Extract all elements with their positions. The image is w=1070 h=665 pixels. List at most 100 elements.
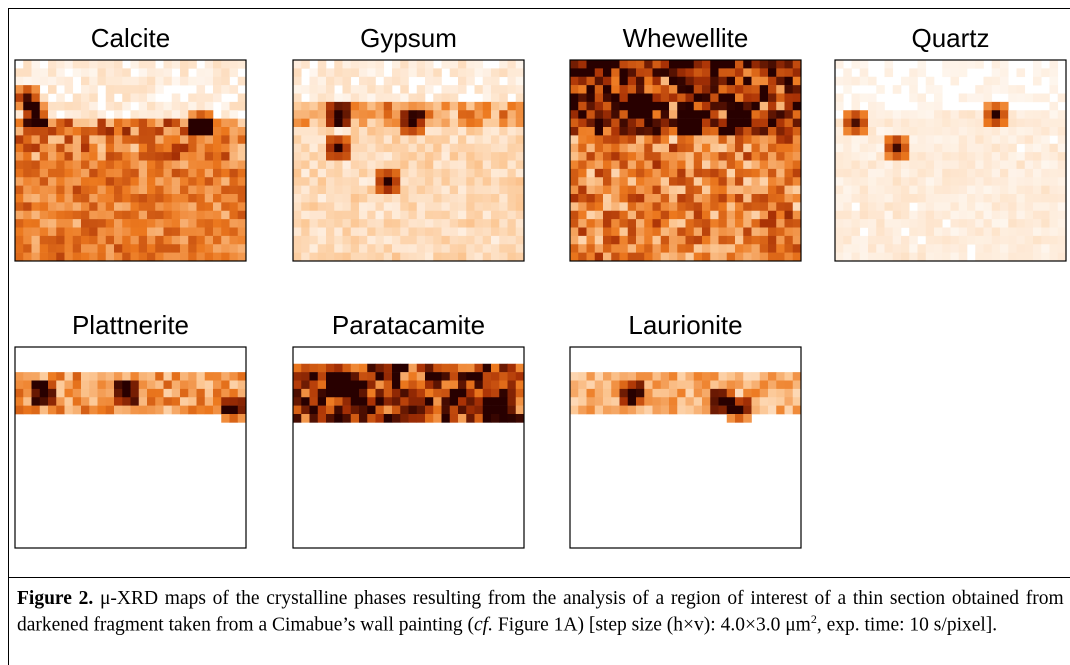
heatmap-cell xyxy=(686,152,695,161)
heatmap-cell xyxy=(458,68,467,77)
heatmap-cell xyxy=(81,219,90,228)
heatmap-cell xyxy=(499,397,508,406)
heatmap-cell xyxy=(1041,152,1050,161)
heatmap-cell xyxy=(221,152,230,161)
heatmap-cell xyxy=(409,244,418,253)
heatmap-cell xyxy=(628,244,637,253)
heatmap-cell xyxy=(400,110,409,119)
heatmap-cell xyxy=(661,169,670,178)
heatmap-cell xyxy=(450,110,459,119)
heatmap-cell xyxy=(15,127,24,136)
heatmap-cell xyxy=(450,119,459,128)
heatmap-cell xyxy=(491,161,500,170)
heatmap-cell xyxy=(106,152,115,161)
heatmap-cell xyxy=(106,77,115,86)
heatmap-cell xyxy=(1050,60,1059,69)
heatmap-cell xyxy=(686,406,695,415)
heatmap-cell xyxy=(89,135,98,144)
heatmap-cell xyxy=(843,228,852,237)
heatmap-cell xyxy=(147,177,156,186)
heatmap-cell xyxy=(409,60,418,69)
heatmap-cell xyxy=(425,119,434,128)
heatmap-cell xyxy=(392,110,401,119)
heatmap-cell xyxy=(768,77,777,86)
heatmap-cell xyxy=(48,236,57,245)
heatmap-cell xyxy=(384,397,393,406)
heatmap-cell xyxy=(221,244,230,253)
heatmap-cell xyxy=(15,94,24,103)
heatmap-cell xyxy=(48,161,57,170)
heatmap-cell xyxy=(351,135,360,144)
heatmap-cell xyxy=(785,60,794,69)
heatmap-cell xyxy=(180,177,189,186)
heatmap-cell xyxy=(343,194,352,203)
heatmap-cell xyxy=(719,194,728,203)
heatmap-cell xyxy=(499,135,508,144)
heatmap-cell xyxy=(644,177,653,186)
heatmap-cell xyxy=(776,186,785,195)
heatmap-cell xyxy=(56,127,65,136)
heatmap-cell xyxy=(702,85,711,94)
heatmap-cell xyxy=(384,85,393,94)
heatmap-cell xyxy=(620,152,629,161)
heatmap-cell xyxy=(785,144,794,153)
heatmap-cell xyxy=(653,102,662,111)
heatmap-cell xyxy=(384,161,393,170)
heatmap-cell xyxy=(180,244,189,253)
heatmap-cell xyxy=(1041,127,1050,136)
heatmap-cell xyxy=(32,244,41,253)
heatmap-cell xyxy=(860,161,869,170)
heatmap-cell xyxy=(702,186,711,195)
heatmap-cell xyxy=(893,236,902,245)
heatmap-cell xyxy=(735,177,744,186)
heatmap-cell xyxy=(587,177,596,186)
heatmap-cell xyxy=(636,94,645,103)
heatmap-cell xyxy=(367,186,376,195)
heatmap-cell xyxy=(727,169,736,178)
heatmap-cell xyxy=(81,397,90,406)
heatmap-cell xyxy=(301,397,310,406)
heatmap-cell xyxy=(450,127,459,136)
heatmap-cell xyxy=(661,406,670,415)
heatmap-cell xyxy=(636,372,645,381)
heatmap-cell xyxy=(710,152,719,161)
heatmap-cell xyxy=(578,85,587,94)
heatmap-cell xyxy=(48,253,57,262)
heatmap-cell xyxy=(677,94,686,103)
heatmap-cell xyxy=(351,372,360,381)
heatmap-cell xyxy=(918,219,927,228)
heatmap-cell xyxy=(48,102,57,111)
heatmap-cell xyxy=(221,85,230,94)
heatmap-cell xyxy=(901,186,910,195)
heatmap-cell xyxy=(367,169,376,178)
heatmap-cell xyxy=(384,364,393,373)
heatmap-cell xyxy=(727,406,736,415)
heatmap-cell xyxy=(425,389,434,398)
heatmap-cell xyxy=(230,389,239,398)
heatmap-cell xyxy=(466,177,475,186)
heatmap-cell xyxy=(40,144,49,153)
heatmap-cell xyxy=(48,135,57,144)
heatmap-cell xyxy=(694,397,703,406)
heatmap-cell xyxy=(1025,161,1034,170)
heatmap-cell xyxy=(417,219,426,228)
heatmap-cell xyxy=(367,364,376,373)
heatmap-cell xyxy=(197,244,206,253)
heatmap-cell xyxy=(719,211,728,220)
heatmap-cell xyxy=(238,414,247,423)
heatmap-cell xyxy=(293,110,302,119)
heatmap-cell xyxy=(909,253,918,262)
heatmap-cell xyxy=(230,135,239,144)
heatmap-cell xyxy=(620,127,629,136)
heatmap-cell xyxy=(1025,244,1034,253)
heatmap-cell xyxy=(570,397,579,406)
heatmap-cell xyxy=(852,60,861,69)
heatmap-cell xyxy=(918,244,927,253)
heatmap-cell xyxy=(343,364,352,373)
heatmap-cell xyxy=(73,397,82,406)
heatmap-cell xyxy=(743,202,752,211)
heatmap-cell xyxy=(843,253,852,262)
heatmap-cell xyxy=(959,177,968,186)
heatmap-cell xyxy=(702,169,711,178)
heatmap-cell xyxy=(885,119,894,128)
